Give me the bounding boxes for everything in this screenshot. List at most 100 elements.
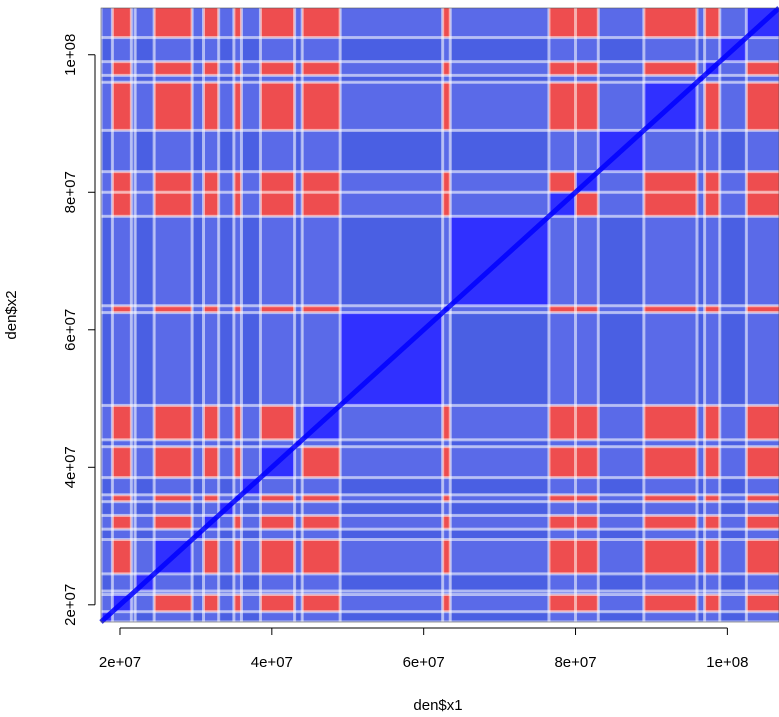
heatmap-cell	[643, 192, 698, 217]
heatmap-cell	[302, 573, 341, 592]
heatmap-cell	[260, 305, 295, 313]
heatmap-cell	[192, 312, 204, 406]
heatmap-cell	[101, 82, 113, 131]
heatmap-cell	[135, 305, 155, 313]
heatmap-cell	[450, 439, 549, 447]
band-separator-horizontal	[101, 214, 779, 218]
heatmap-cell	[643, 312, 698, 406]
heatmap-cell	[643, 130, 698, 172]
band-separator-horizontal	[101, 36, 779, 40]
heatmap-cell	[260, 591, 295, 595]
heatmap-cell	[442, 171, 451, 193]
heatmap-cell	[719, 61, 747, 76]
heatmap-cell	[697, 477, 705, 495]
heatmap-cell	[302, 591, 341, 595]
heatmap-cell	[450, 405, 549, 440]
heatmap-cell	[697, 591, 705, 595]
heatmap-cell	[643, 539, 698, 574]
heatmap-cell	[598, 515, 644, 530]
heatmap-cell	[112, 515, 132, 530]
heatmap-cell	[302, 37, 341, 62]
heatmap-cell	[218, 494, 234, 502]
heatmap-cell	[442, 130, 451, 172]
heatmap-cell	[135, 312, 155, 406]
heatmap-cell	[548, 312, 576, 406]
heatmap-cell	[112, 37, 132, 62]
heatmap-cell	[575, 515, 599, 530]
heatmap-cell	[548, 477, 576, 495]
heatmap-cell	[340, 446, 443, 478]
heatmap-cell	[101, 501, 113, 516]
heatmap-cell	[746, 192, 779, 217]
heatmap-cell	[575, 37, 599, 62]
heatmap-cell	[442, 61, 451, 76]
heatmap-cell	[442, 439, 451, 447]
heatmap-cell	[704, 312, 720, 406]
heatmap-cell	[260, 75, 295, 83]
band-separator-vertical	[338, 8, 342, 622]
heatmap-cell	[154, 594, 193, 612]
heatmap-cell	[218, 573, 234, 592]
heatmap-cell	[442, 494, 451, 502]
heatmap-cell	[294, 82, 303, 131]
heatmap-cell	[294, 591, 303, 595]
heatmap-cell	[233, 216, 242, 306]
heatmap-cell	[704, 192, 720, 217]
heatmap-cell	[746, 312, 779, 406]
heatmap-cell	[101, 515, 113, 530]
heatmap-cell	[442, 312, 451, 406]
heatmap-cell	[131, 305, 136, 313]
heatmap-cell	[450, 82, 549, 131]
heatmap-cell	[340, 477, 443, 495]
heatmap-cell	[302, 192, 341, 217]
heatmap-cell	[260, 529, 295, 540]
heatmap-cell	[294, 594, 303, 612]
heatmap-cell	[719, 515, 747, 530]
heatmap-cell	[203, 192, 219, 217]
heatmap-cell	[598, 591, 644, 595]
heatmap-cell	[746, 130, 779, 172]
heatmap-cell	[112, 501, 132, 516]
heatmap-cell	[241, 37, 261, 62]
heatmap-cell	[575, 477, 599, 495]
heatmap-cell	[643, 37, 698, 62]
heatmap-cell	[575, 591, 599, 595]
heatmap-cell	[302, 611, 341, 622]
heatmap-cell	[233, 446, 242, 478]
heatmap-cell	[233, 130, 242, 172]
heatmap-cell	[302, 82, 341, 131]
band-separator-vertical	[258, 8, 262, 622]
heatmap-cell	[442, 446, 451, 478]
heatmap-cell	[450, 539, 549, 574]
heatmap-cell	[260, 477, 295, 495]
heatmap-cell	[548, 171, 576, 193]
heatmap-cell	[575, 216, 599, 306]
heatmap-cell	[548, 501, 576, 516]
heatmap-cell	[203, 37, 219, 62]
band-separator-vertical	[695, 8, 699, 622]
heatmap-cell	[704, 171, 720, 193]
heatmap-cell	[241, 8, 261, 38]
heatmap-cell	[203, 529, 219, 540]
heatmap-cell	[697, 494, 705, 502]
heatmap-cell	[548, 37, 576, 62]
heatmap-cell	[154, 61, 193, 76]
heatmap-cell	[241, 573, 261, 592]
heatmap-cell	[340, 611, 443, 622]
heatmap-cell	[203, 130, 219, 172]
heatmap-cell	[101, 130, 113, 172]
heatmap-cell	[598, 75, 644, 83]
heatmap-cell	[218, 61, 234, 76]
heatmap-cell	[241, 494, 261, 502]
heatmap-cell	[131, 192, 136, 217]
heatmap-cell	[260, 61, 295, 76]
heatmap-cell	[704, 477, 720, 495]
band-separator-vertical	[744, 8, 748, 622]
heatmap-cell	[450, 130, 549, 172]
heatmap-cell	[598, 594, 644, 612]
heatmap-cell	[241, 305, 261, 313]
heatmap-cell	[233, 539, 242, 574]
heatmap-cell	[302, 477, 341, 495]
heatmap-cell	[442, 8, 451, 38]
heatmap-cell	[154, 439, 193, 447]
